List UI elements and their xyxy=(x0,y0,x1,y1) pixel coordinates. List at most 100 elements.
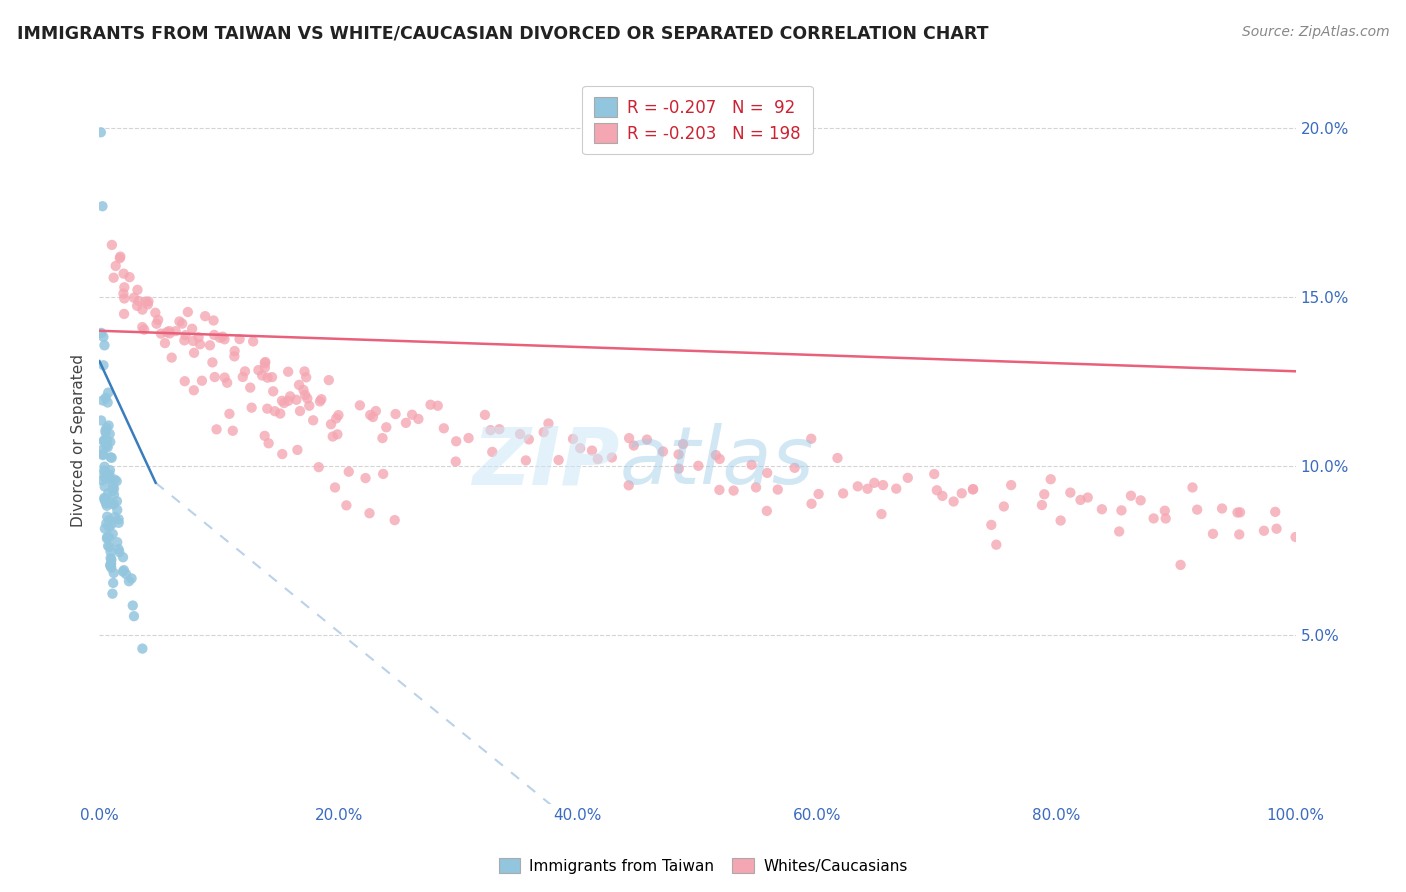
Point xyxy=(533,425,555,439)
Point xyxy=(104,473,127,487)
Point xyxy=(375,420,398,434)
Point xyxy=(709,452,731,467)
Point xyxy=(105,474,128,488)
Point xyxy=(96,467,118,482)
Point xyxy=(395,416,418,430)
Point xyxy=(1153,504,1175,518)
Point xyxy=(156,325,179,339)
Point xyxy=(756,466,779,480)
Point xyxy=(98,426,121,441)
Point xyxy=(104,510,127,524)
Point xyxy=(509,427,531,442)
Point xyxy=(96,494,118,508)
Point xyxy=(127,283,149,297)
Point xyxy=(214,370,236,384)
Point xyxy=(122,291,145,305)
Point xyxy=(253,429,276,443)
Point xyxy=(1059,485,1081,500)
Point xyxy=(277,393,299,408)
Point xyxy=(755,504,778,518)
Point xyxy=(328,408,350,422)
Point xyxy=(872,478,894,492)
Point xyxy=(239,381,262,395)
Point xyxy=(371,431,394,445)
Point xyxy=(361,409,384,424)
Point xyxy=(1227,527,1250,541)
Point xyxy=(517,433,540,447)
Point xyxy=(1077,491,1099,505)
Point xyxy=(101,238,124,252)
Point xyxy=(1049,514,1071,528)
Point xyxy=(256,370,278,384)
Point xyxy=(884,482,907,496)
Point xyxy=(131,641,153,656)
Point xyxy=(93,467,115,482)
Point xyxy=(103,566,125,580)
Point xyxy=(292,383,315,397)
Point xyxy=(337,465,360,479)
Point xyxy=(479,423,502,437)
Point xyxy=(96,499,118,513)
Point xyxy=(93,464,115,478)
Point xyxy=(107,542,129,557)
Point xyxy=(384,407,406,421)
Point xyxy=(295,370,318,384)
Point xyxy=(105,535,128,549)
Point xyxy=(93,433,115,447)
Point xyxy=(90,326,112,340)
Point xyxy=(94,522,117,536)
Point xyxy=(401,408,423,422)
Point xyxy=(515,453,537,467)
Point xyxy=(90,125,112,139)
Point xyxy=(228,332,250,346)
Point xyxy=(208,331,231,345)
Point xyxy=(562,432,585,446)
Point xyxy=(93,491,115,505)
Point xyxy=(188,337,211,351)
Point xyxy=(160,351,183,365)
Point xyxy=(1119,489,1142,503)
Point xyxy=(98,558,121,573)
Point xyxy=(202,313,225,327)
Point xyxy=(97,385,120,400)
Point xyxy=(800,497,823,511)
Point xyxy=(112,280,135,294)
Point xyxy=(1170,558,1192,572)
Point xyxy=(922,467,945,481)
Point xyxy=(322,429,344,443)
Point xyxy=(177,305,200,319)
Point xyxy=(373,467,395,481)
Point xyxy=(101,479,124,493)
Y-axis label: Divorced or Separated: Divorced or Separated xyxy=(72,354,86,527)
Point xyxy=(547,453,569,467)
Point xyxy=(364,404,387,418)
Point xyxy=(1091,502,1114,516)
Point xyxy=(408,412,430,426)
Point xyxy=(260,370,283,384)
Point xyxy=(96,516,118,531)
Point xyxy=(271,447,294,461)
Point xyxy=(1211,501,1233,516)
Point xyxy=(636,433,658,447)
Point xyxy=(112,307,135,321)
Point xyxy=(96,434,118,449)
Point xyxy=(107,516,129,530)
Point xyxy=(672,437,695,451)
Point xyxy=(202,327,225,342)
Point xyxy=(359,506,381,520)
Legend: Immigrants from Taiwan, Whites/Caucasians: Immigrants from Taiwan, Whites/Caucasian… xyxy=(492,852,914,880)
Point xyxy=(419,398,441,412)
Point xyxy=(187,330,209,344)
Point xyxy=(925,483,948,498)
Point xyxy=(93,434,115,448)
Point xyxy=(254,355,277,369)
Point xyxy=(94,496,117,510)
Point xyxy=(121,571,143,585)
Point xyxy=(134,323,156,337)
Point xyxy=(1264,505,1286,519)
Point xyxy=(262,384,284,399)
Point xyxy=(623,438,645,452)
Point xyxy=(98,434,121,449)
Point xyxy=(537,417,560,431)
Point xyxy=(101,483,124,498)
